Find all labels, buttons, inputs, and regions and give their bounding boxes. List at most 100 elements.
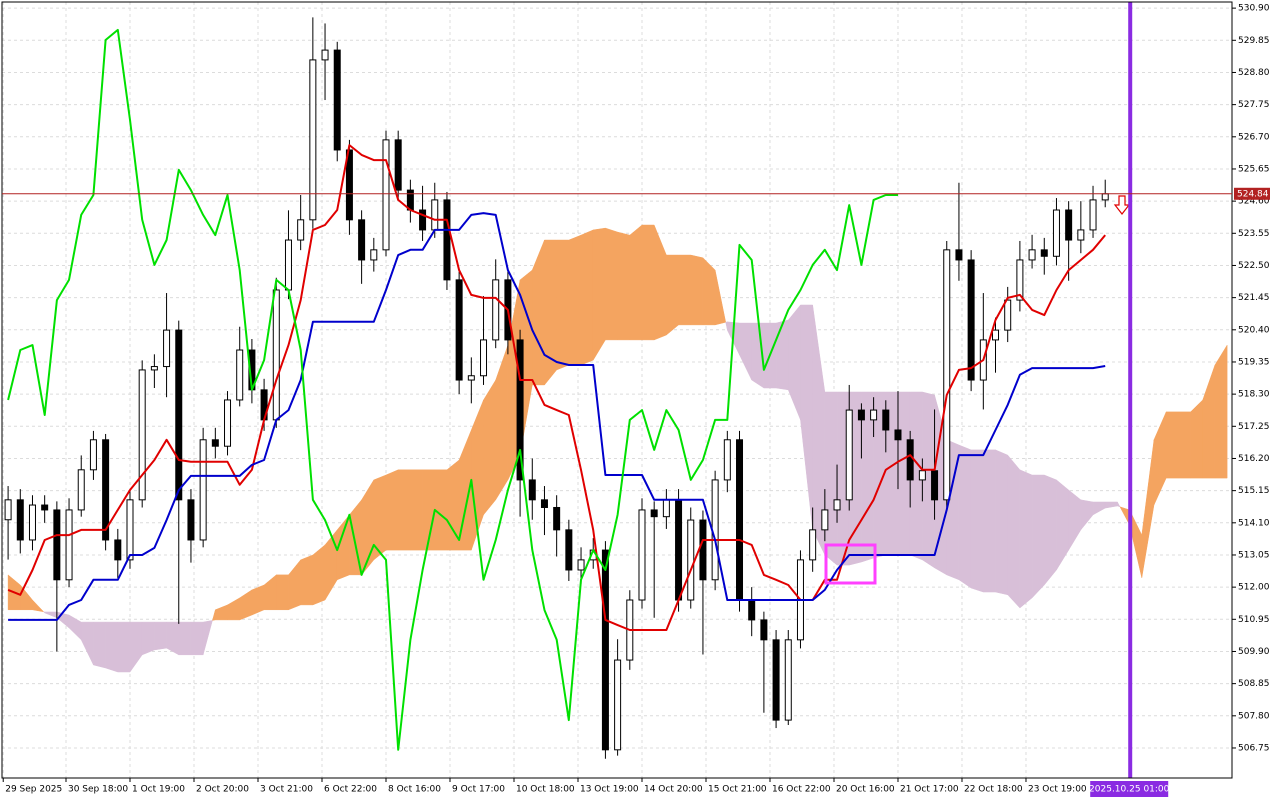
candle-body: [1101, 193, 1109, 201]
cloud-segment: [556, 239, 570, 371]
cloud-segment: [617, 231, 631, 341]
candle-body: [1004, 299, 1012, 331]
cloud-segment: [580, 229, 594, 366]
candle-body: [1016, 259, 1024, 301]
candle-body: [297, 219, 305, 241]
candle-body: [992, 329, 1000, 341]
candle-body: [321, 49, 329, 61]
y-tick-label: 527.75: [1238, 100, 1270, 110]
cloud-segment: [1019, 469, 1033, 609]
candle-body: [662, 499, 670, 518]
candle-body: [1089, 199, 1097, 231]
cloud-segment: [300, 554, 314, 606]
candle-body: [894, 429, 902, 441]
candle-body: [419, 209, 427, 231]
candle-body: [41, 504, 49, 511]
cloud-segment: [995, 449, 1008, 596]
cloud-segment: [154, 621, 167, 651]
candle-body: [394, 139, 402, 191]
candle-body: [126, 499, 134, 561]
candle-body: [102, 439, 110, 541]
cloud-segment: [397, 469, 411, 551]
candle-body: [480, 339, 488, 377]
cloud-segment: [141, 621, 155, 656]
candle-body: [370, 249, 378, 261]
cloud-segment: [434, 469, 448, 551]
candle-body: [784, 639, 792, 721]
candle-body: [955, 249, 963, 261]
cloud-segment: [678, 254, 692, 326]
y-tick-label: 516.20: [1238, 454, 1270, 464]
candle-body: [28, 504, 36, 541]
overlay-layer: [824, 2, 1133, 778]
y-tick-label: 520.40: [1238, 325, 1270, 335]
candle-body: [1040, 249, 1048, 257]
candle-body: [931, 470, 939, 501]
time-label-box: [1090, 781, 1169, 797]
y-tick-label: 510.95: [1238, 615, 1270, 625]
candle-body: [870, 409, 878, 421]
cloud-segment: [970, 449, 984, 593]
candle-body: [540, 499, 548, 508]
y-tick-label: 506.75: [1238, 743, 1270, 753]
candle-body: [272, 289, 280, 421]
cloud-segment: [702, 257, 716, 326]
cloud-segment: [251, 584, 265, 616]
candle-body: [114, 539, 122, 561]
cloud-segment: [690, 254, 704, 326]
x-tick-label: 9 Oct 17:00: [452, 785, 505, 795]
cloud-segment: [1190, 399, 1203, 479]
cloud-segment: [105, 621, 119, 673]
candle-body: [224, 399, 232, 447]
x-tick-label: 2 Oct 20:00: [196, 785, 249, 795]
price-label-box: [1234, 187, 1270, 200]
candle-body: [748, 599, 756, 621]
y-tick-label: 530.90: [1238, 4, 1270, 14]
x-tick-label: 16 Oct 22:00: [772, 785, 831, 795]
candle-body: [455, 279, 463, 381]
y-tick-label: 529.85: [1238, 36, 1270, 46]
y-tick-label: 513.05: [1238, 550, 1270, 560]
y-tick-label: 514.10: [1238, 518, 1270, 528]
candle-body: [516, 339, 524, 481]
cloud-segment: [410, 469, 423, 551]
candle-body: [16, 499, 24, 541]
price-label: 524.84: [1237, 189, 1269, 199]
x-tick-label: 14 Oct 20:00: [644, 785, 703, 795]
candle-body: [358, 219, 366, 261]
cloud-segment: [775, 319, 789, 391]
cloud-segment: [544, 239, 557, 386]
x-tick-label: 3 Oct 21:00: [260, 785, 313, 795]
candle-body: [150, 366, 158, 371]
candle-body: [1065, 209, 1073, 241]
cloud-segment: [1165, 411, 1179, 479]
cloud-segment: [641, 224, 655, 341]
candle-body: [906, 439, 914, 481]
candle-body: [187, 499, 195, 541]
candle-body: [1052, 209, 1060, 257]
candle-body: [857, 409, 865, 421]
candle-body: [1028, 249, 1036, 261]
candle-body: [138, 369, 146, 501]
indicator-line: [8, 212, 1106, 621]
candle-body: [77, 469, 85, 511]
cloud-segment: [190, 621, 204, 656]
highlight-box: [824, 543, 877, 585]
candle-body: [687, 519, 695, 601]
cloud-segment: [1117, 501, 1121, 508]
cloud-segment: [592, 227, 606, 362]
y-tick-label: 522.50: [1238, 261, 1270, 271]
cloud-segment: [1031, 474, 1045, 599]
candle-body: [4, 499, 12, 521]
candle-body: [967, 259, 975, 381]
cloud-segment: [276, 574, 289, 611]
candle-body: [65, 509, 73, 581]
y-tick-label: 525.65: [1238, 164, 1270, 174]
candle-body: [601, 549, 609, 751]
cloud-segment: [983, 449, 996, 593]
x-tick-label: 21 Oct 17:00: [900, 785, 959, 795]
x-tick-label: 8 Oct 16:00: [388, 785, 441, 795]
cloud-segment: [93, 621, 106, 669]
candle-body: [565, 529, 573, 571]
